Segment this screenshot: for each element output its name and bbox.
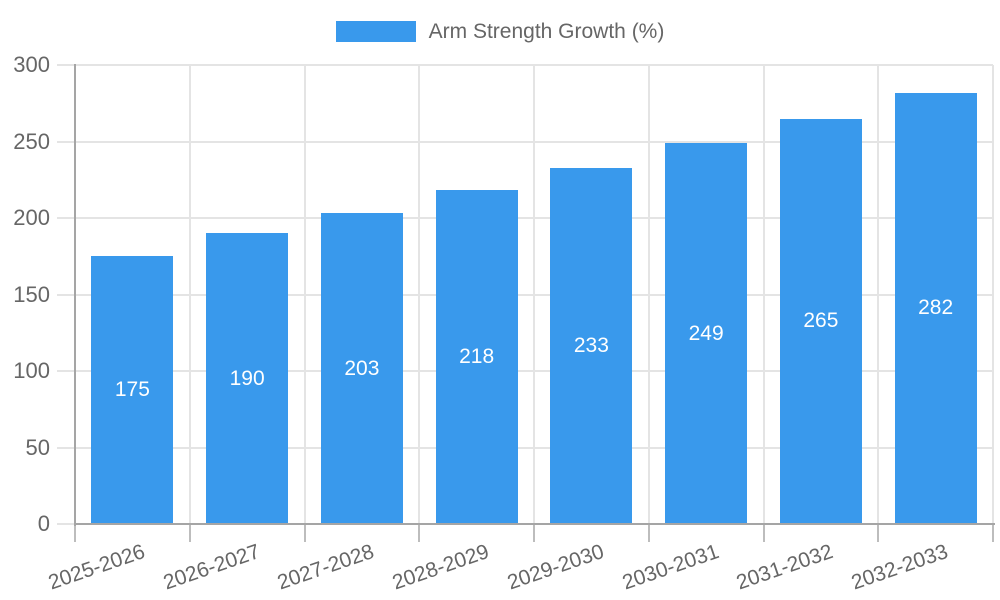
x-gridline: [877, 65, 880, 524]
x-axis-label: 2028-2029: [389, 540, 493, 595]
y-gridline: [57, 140, 993, 143]
y-axis-label: 150: [13, 281, 50, 307]
x-axis-tick: [188, 524, 191, 542]
y-axis-label: 300: [13, 52, 50, 77]
y-gridline: [57, 217, 993, 219]
bar: [320, 213, 403, 524]
y-gridline: [57, 64, 993, 66]
x-axis-tick: [647, 524, 650, 542]
x-axis-label: 2029-2030: [504, 540, 607, 595]
bar-value-label: 233: [573, 333, 609, 357]
bar-value-label: 203: [344, 356, 380, 380]
bar-value-label: 249: [688, 321, 724, 345]
legend-swatch: [335, 21, 416, 42]
bar-value-label: 282: [918, 296, 954, 320]
x-axis-label: 2032-2033: [848, 540, 952, 595]
x-gridline: [647, 65, 650, 524]
bar-value-label: 190: [229, 366, 265, 390]
y-axis-line: [74, 64, 76, 526]
bar: [550, 167, 633, 524]
x-axis-tick: [992, 524, 994, 542]
x-axis-label: 2027-2028: [274, 540, 378, 595]
chart-legend[interactable]: Arm Strength Growth (%): [0, 19, 1000, 44]
x-axis-tick: [762, 524, 765, 542]
bar: [779, 118, 862, 524]
bar-value-label: 265: [803, 309, 839, 333]
y-gridline: [57, 293, 993, 296]
bar-value-label: 175: [114, 378, 150, 402]
y-axis-label: 200: [13, 205, 50, 230]
y-axis-label: 100: [13, 358, 50, 383]
x-axis-tick: [74, 524, 76, 542]
y-axis-label: 0: [37, 511, 50, 536]
x-axis-tick: [418, 524, 421, 542]
bar: [206, 233, 289, 524]
x-gridline: [762, 65, 765, 524]
bar: [435, 190, 518, 524]
x-gridline: [188, 65, 191, 524]
legend-label: Arm Strength Growth (%): [428, 20, 665, 43]
x-axis-line: [74, 523, 995, 525]
bar: [894, 92, 977, 524]
y-gridline: [57, 370, 993, 372]
bar-value-label: 218: [459, 345, 495, 369]
bar: [665, 143, 748, 524]
x-axis-tick: [303, 524, 306, 542]
y-axis-label: 250: [13, 128, 50, 154]
x-gridline: [418, 65, 421, 524]
x-axis-label: 2025-2026: [45, 540, 148, 595]
x-axis-label: 2030-2031: [619, 540, 722, 595]
y-axis-label: 50: [25, 434, 50, 460]
x-axis-label: 2026-2027: [160, 540, 263, 595]
x-axis-tick: [533, 524, 535, 542]
x-axis-label: 2031-2032: [733, 540, 837, 595]
bar: [91, 256, 174, 524]
x-axis-tick: [877, 524, 880, 542]
y-gridline: [57, 446, 993, 449]
x-gridline: [992, 65, 994, 524]
x-gridline: [303, 65, 306, 524]
x-gridline: [533, 65, 535, 524]
